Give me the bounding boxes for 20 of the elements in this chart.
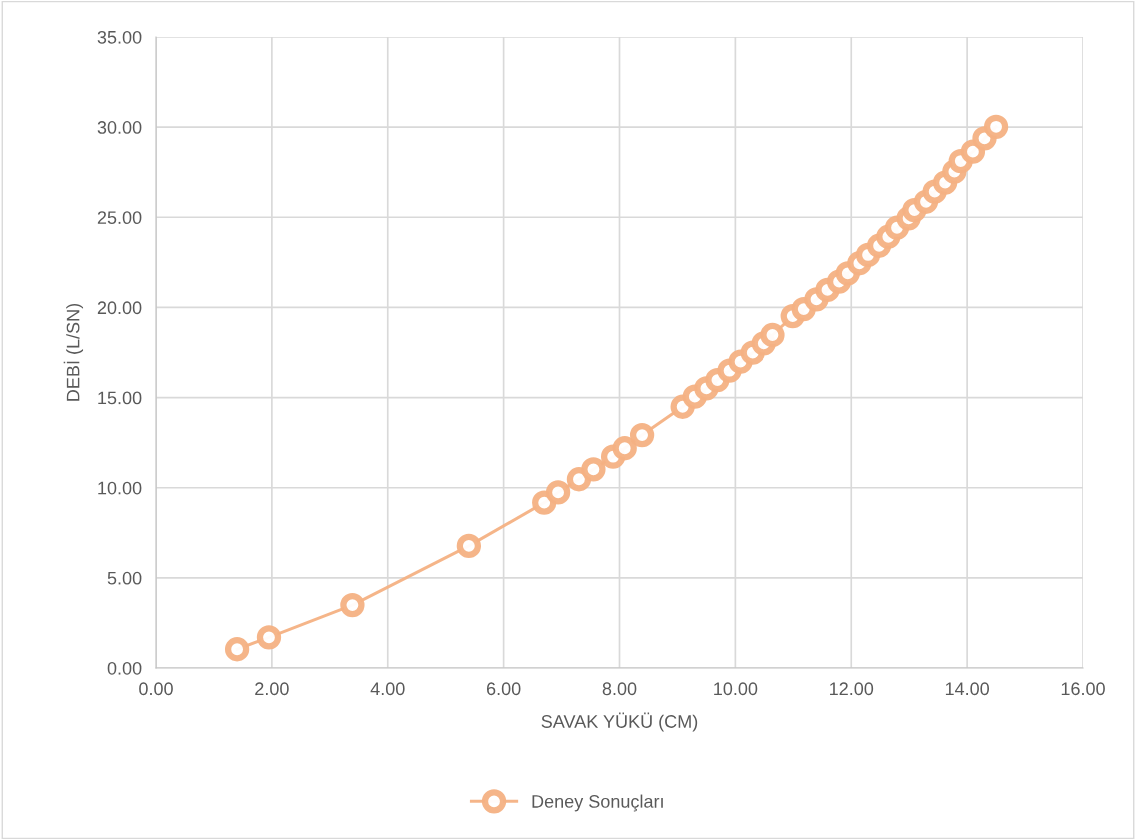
y-tick-label: 0.00 xyxy=(107,661,142,675)
x-tick-label: 12.00 xyxy=(830,682,874,696)
x-tick-label: 8.00 xyxy=(602,682,637,696)
y-tick-label: 10.00 xyxy=(98,481,142,495)
x-tick-label: 0.00 xyxy=(139,682,173,696)
y-axis-title: DEBİ (L/SN) xyxy=(63,303,84,401)
x-tick-label: 10.00 xyxy=(714,682,758,696)
y-tick-label: 25.00 xyxy=(97,211,142,225)
x-tick-label: 14.00 xyxy=(945,682,990,696)
x-tick-label: 2.00 xyxy=(255,682,289,696)
y-tick-label: 15.00 xyxy=(98,391,142,405)
x-tick-label: 16.00 xyxy=(1061,682,1105,696)
y-tick-label: 30.00 xyxy=(97,121,142,134)
legend-label: Deney Sonuçları xyxy=(532,794,663,812)
y-tick-label: 20.00 xyxy=(97,301,142,315)
x-tick-label: 4.00 xyxy=(370,682,405,696)
y-tick-label: 5.00 xyxy=(107,571,142,585)
y-tick-label: 35.00 xyxy=(97,30,142,44)
x-axis-title: SAVAK YÜKÜ (CM) xyxy=(541,712,698,732)
x-tick-label: 6.00 xyxy=(486,682,521,696)
